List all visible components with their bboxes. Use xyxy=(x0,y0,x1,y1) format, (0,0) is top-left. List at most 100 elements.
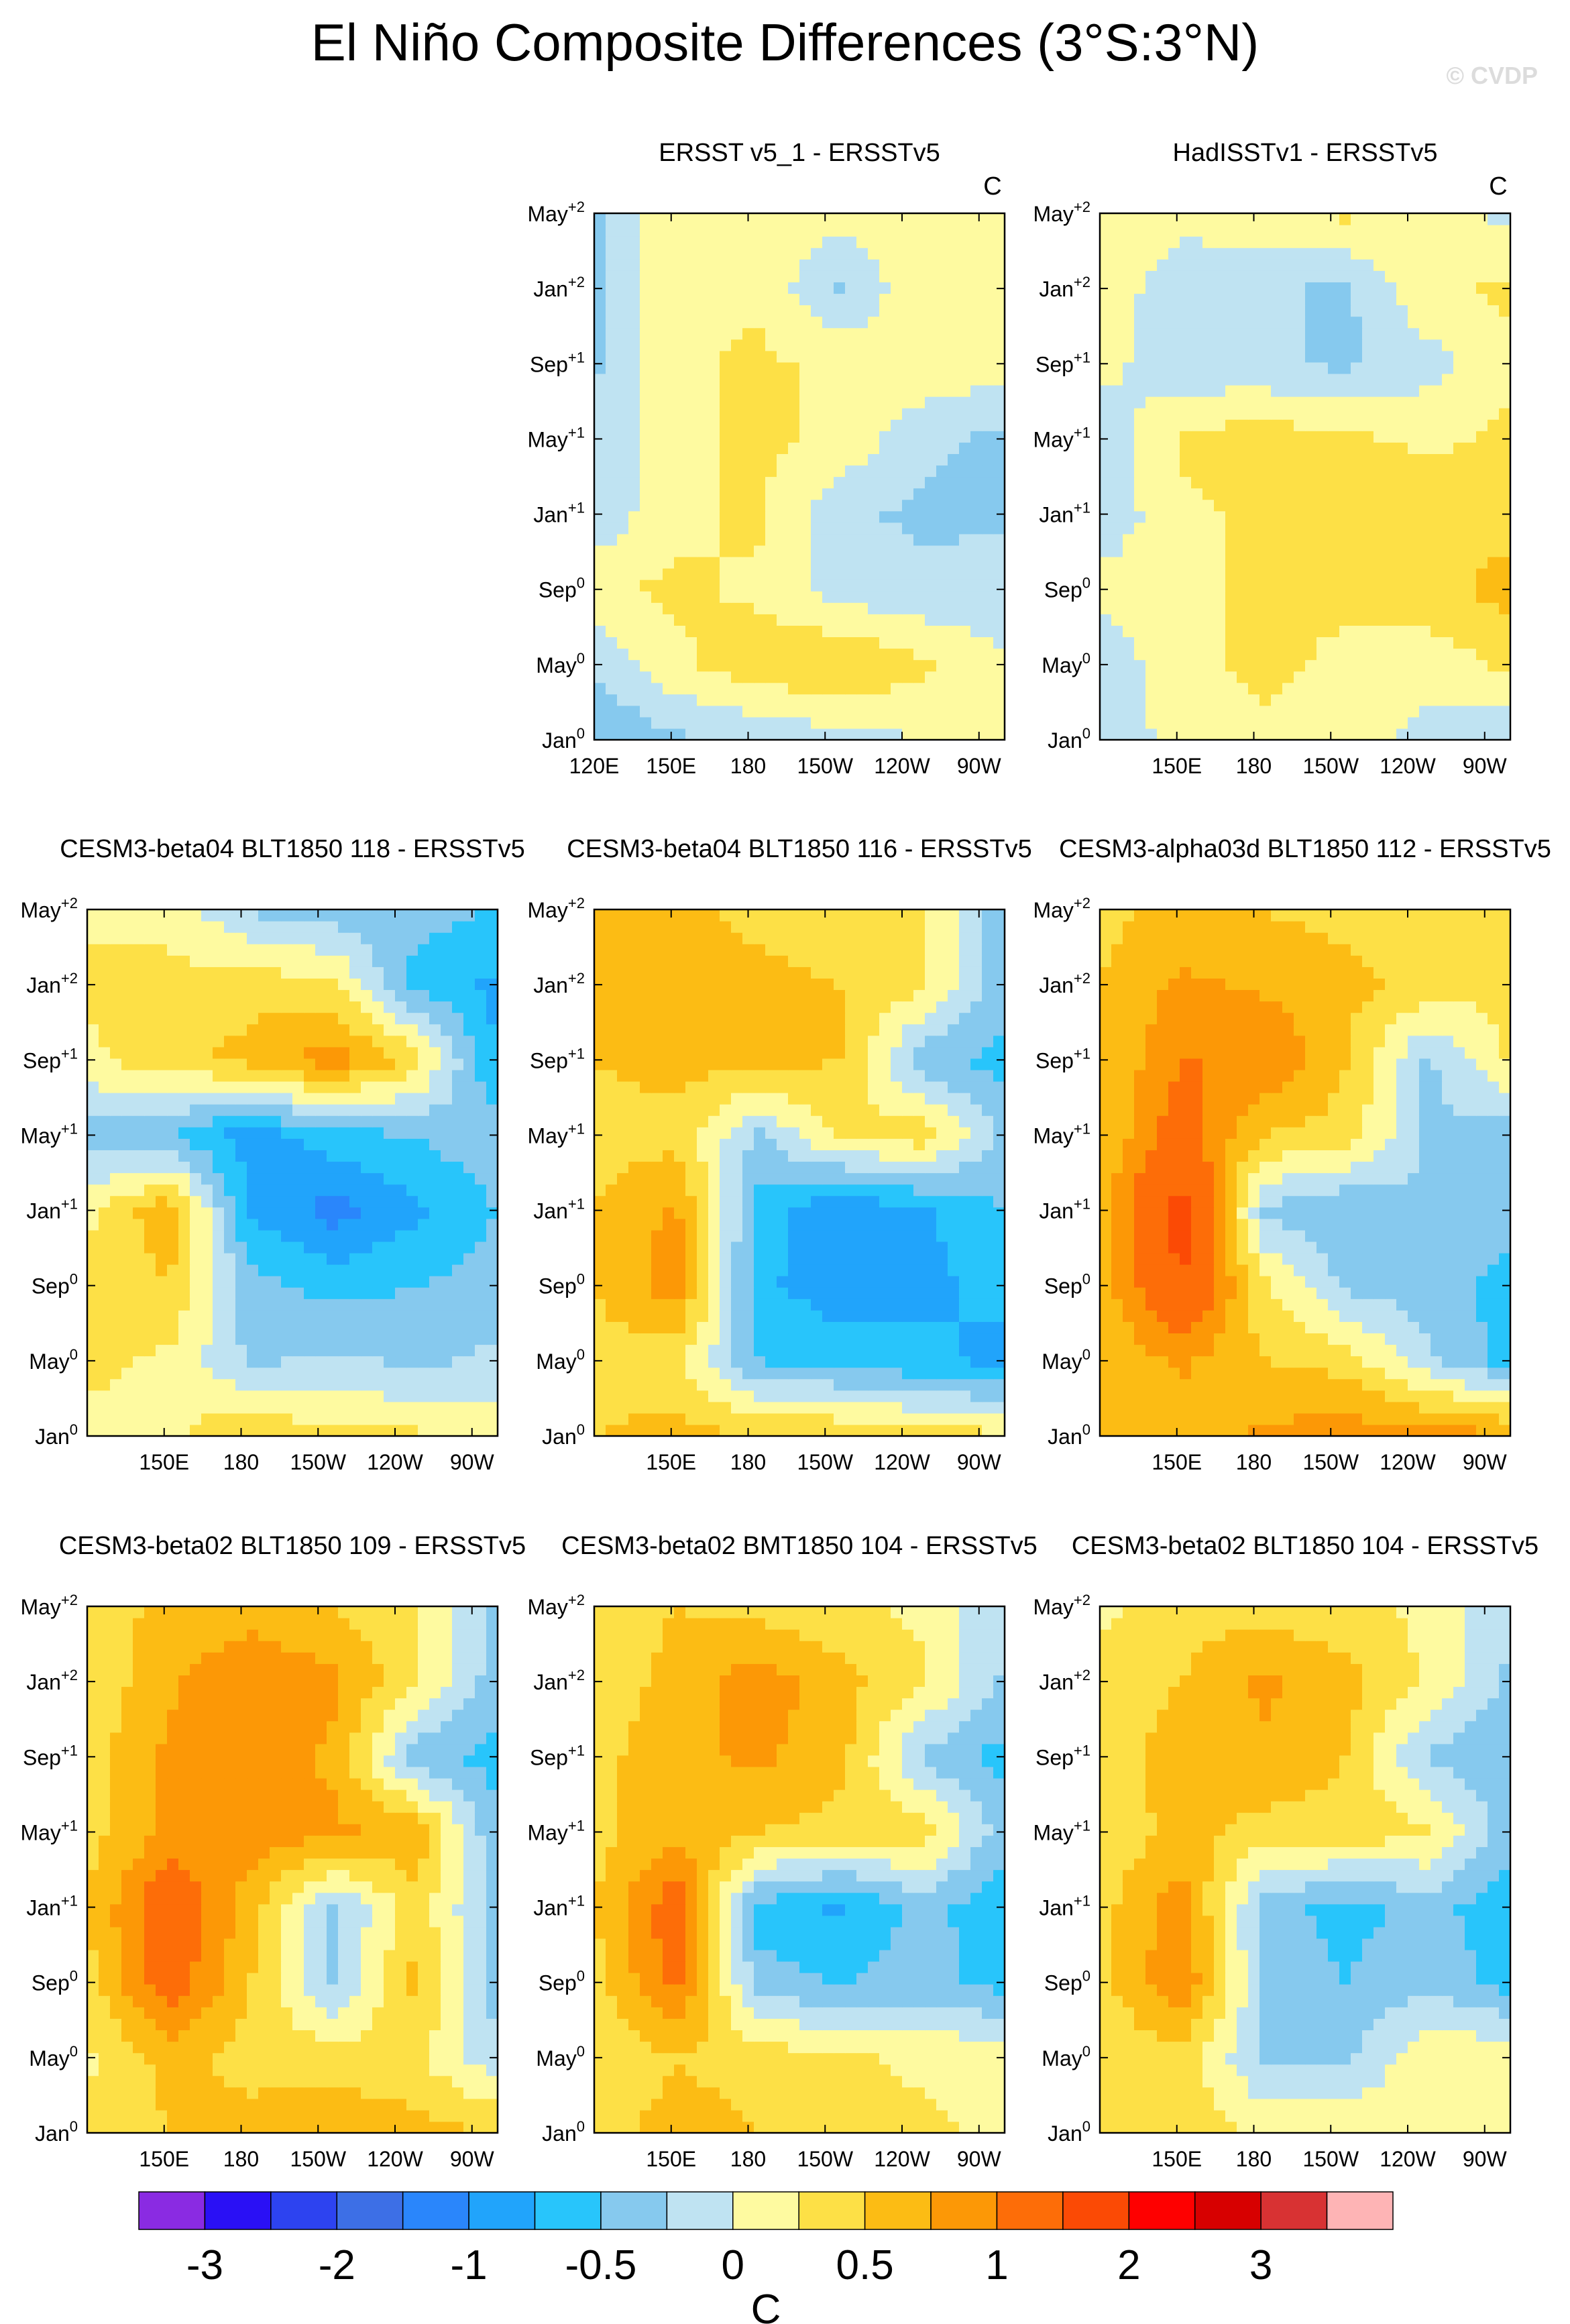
heatmap-cell xyxy=(1259,236,1272,248)
heatmap-cell xyxy=(982,522,994,535)
heatmap-cell xyxy=(1328,476,1340,489)
heatmap-cell xyxy=(617,442,629,454)
heatmap-cell xyxy=(959,282,971,294)
heatmap-cell xyxy=(418,1069,430,1082)
heatmap-cell xyxy=(628,533,640,546)
heatmap-cell xyxy=(486,1172,498,1185)
heatmap-cell xyxy=(1225,510,1237,523)
heatmap-cell xyxy=(811,682,823,695)
heatmap-cell xyxy=(1282,316,1294,329)
heatmap-cell xyxy=(799,602,811,614)
heatmap-cell xyxy=(1476,579,1488,592)
heatmap-cell xyxy=(1237,247,1249,260)
heatmap-cell xyxy=(777,659,789,672)
heatmap-cell xyxy=(372,1150,384,1162)
heatmap-cell xyxy=(1202,259,1215,271)
heatmap-cell xyxy=(1259,431,1272,443)
heatmap-cell xyxy=(235,966,247,979)
heatmap-cell xyxy=(475,1184,487,1197)
heatmap-cell xyxy=(959,637,971,649)
heatmap-cell xyxy=(822,384,834,397)
heatmap-cell xyxy=(1282,465,1294,478)
heatmap-cell xyxy=(1248,568,1260,580)
heatmap-cell xyxy=(167,978,179,991)
heatmap-cell xyxy=(99,966,111,979)
heatmap-cell xyxy=(156,1184,168,1197)
heatmap-cell xyxy=(628,362,640,374)
heatmap-cell xyxy=(1316,362,1329,374)
heatmap-cell xyxy=(1453,728,1465,740)
heatmap-cell xyxy=(247,1298,259,1311)
heatmap-cell xyxy=(1271,556,1283,569)
heatmap-cell xyxy=(1225,682,1237,695)
heatmap-cell xyxy=(1191,545,1203,557)
heatmap-cell xyxy=(1339,350,1351,363)
heatmap-cell xyxy=(742,236,754,248)
heatmap-cell xyxy=(1351,602,1363,614)
heatmap-cell xyxy=(1225,316,1237,329)
heatmap-cell xyxy=(617,327,629,340)
heatmap-cell xyxy=(1465,465,1477,478)
heatmap-cell xyxy=(1248,453,1260,466)
heatmap-cell xyxy=(406,989,418,1002)
heatmap-cell xyxy=(1294,533,1306,546)
heatmap-cell xyxy=(913,694,926,706)
heatmap-cell xyxy=(1453,270,1465,282)
heatmap-cell xyxy=(1100,671,1112,683)
heatmap-cell xyxy=(270,1287,282,1299)
heatmap-cell xyxy=(720,419,732,431)
heatmap-cell xyxy=(913,648,926,661)
heatmap-cell xyxy=(384,1344,396,1357)
heatmap-cell xyxy=(1100,499,1112,512)
heatmap-cell xyxy=(1271,625,1283,638)
heatmap-cell xyxy=(418,1378,430,1391)
heatmap-cell xyxy=(201,1161,213,1174)
heatmap-cell xyxy=(1351,236,1363,248)
heatmap-cell xyxy=(372,1355,384,1368)
heatmap-cell xyxy=(1339,705,1351,718)
heatmap-cell xyxy=(1259,488,1272,500)
heatmap-cell xyxy=(993,270,1005,282)
heatmap-cell xyxy=(1202,476,1215,489)
heatmap-cell xyxy=(1225,705,1237,718)
heatmap-cell xyxy=(1328,442,1340,454)
heatmap-cell xyxy=(1373,682,1386,695)
heatmap-cell xyxy=(879,510,891,523)
heatmap-cell xyxy=(970,247,983,260)
heatmap-cell xyxy=(1476,637,1488,649)
heatmap-cell xyxy=(606,408,618,420)
heatmap-cell xyxy=(1271,716,1283,729)
heatmap-cell xyxy=(247,1093,259,1105)
heatmap-cell xyxy=(811,282,823,294)
heatmap-cell xyxy=(1157,545,1169,557)
heatmap-cell xyxy=(1123,499,1135,512)
heatmap-cell xyxy=(1339,556,1351,569)
heatmap-cell xyxy=(281,1310,293,1322)
heatmap-cell xyxy=(418,1276,430,1288)
heatmap-cell xyxy=(1373,705,1386,718)
heatmap-cell xyxy=(1465,614,1477,626)
heatmap-cell xyxy=(1294,362,1306,374)
heatmap-cell xyxy=(258,1264,270,1276)
heatmap-cell xyxy=(361,1413,373,1425)
heatmap-cell xyxy=(258,978,270,991)
heatmap-cell xyxy=(1180,327,1192,340)
heatmap-cell xyxy=(856,591,868,603)
heatmap-cell xyxy=(99,978,111,991)
heatmap-cell xyxy=(606,213,618,225)
heatmap-cell xyxy=(429,1390,441,1402)
heatmap-cell xyxy=(822,705,834,718)
heatmap-cell xyxy=(640,716,652,729)
heatmap-cell xyxy=(372,1252,384,1265)
heatmap-cell xyxy=(1191,533,1203,546)
heatmap-cell xyxy=(327,1264,339,1276)
heatmap-cell xyxy=(406,1229,418,1242)
heatmap-cell xyxy=(1408,339,1420,351)
heatmap-cell xyxy=(617,694,629,706)
heatmap-cell xyxy=(418,966,430,979)
heatmap-cell xyxy=(452,1378,464,1391)
heatmap-cell xyxy=(270,1367,282,1380)
heatmap-cell xyxy=(788,396,800,408)
heatmap-cell xyxy=(1271,465,1283,478)
heatmap-cell xyxy=(1419,637,1431,649)
